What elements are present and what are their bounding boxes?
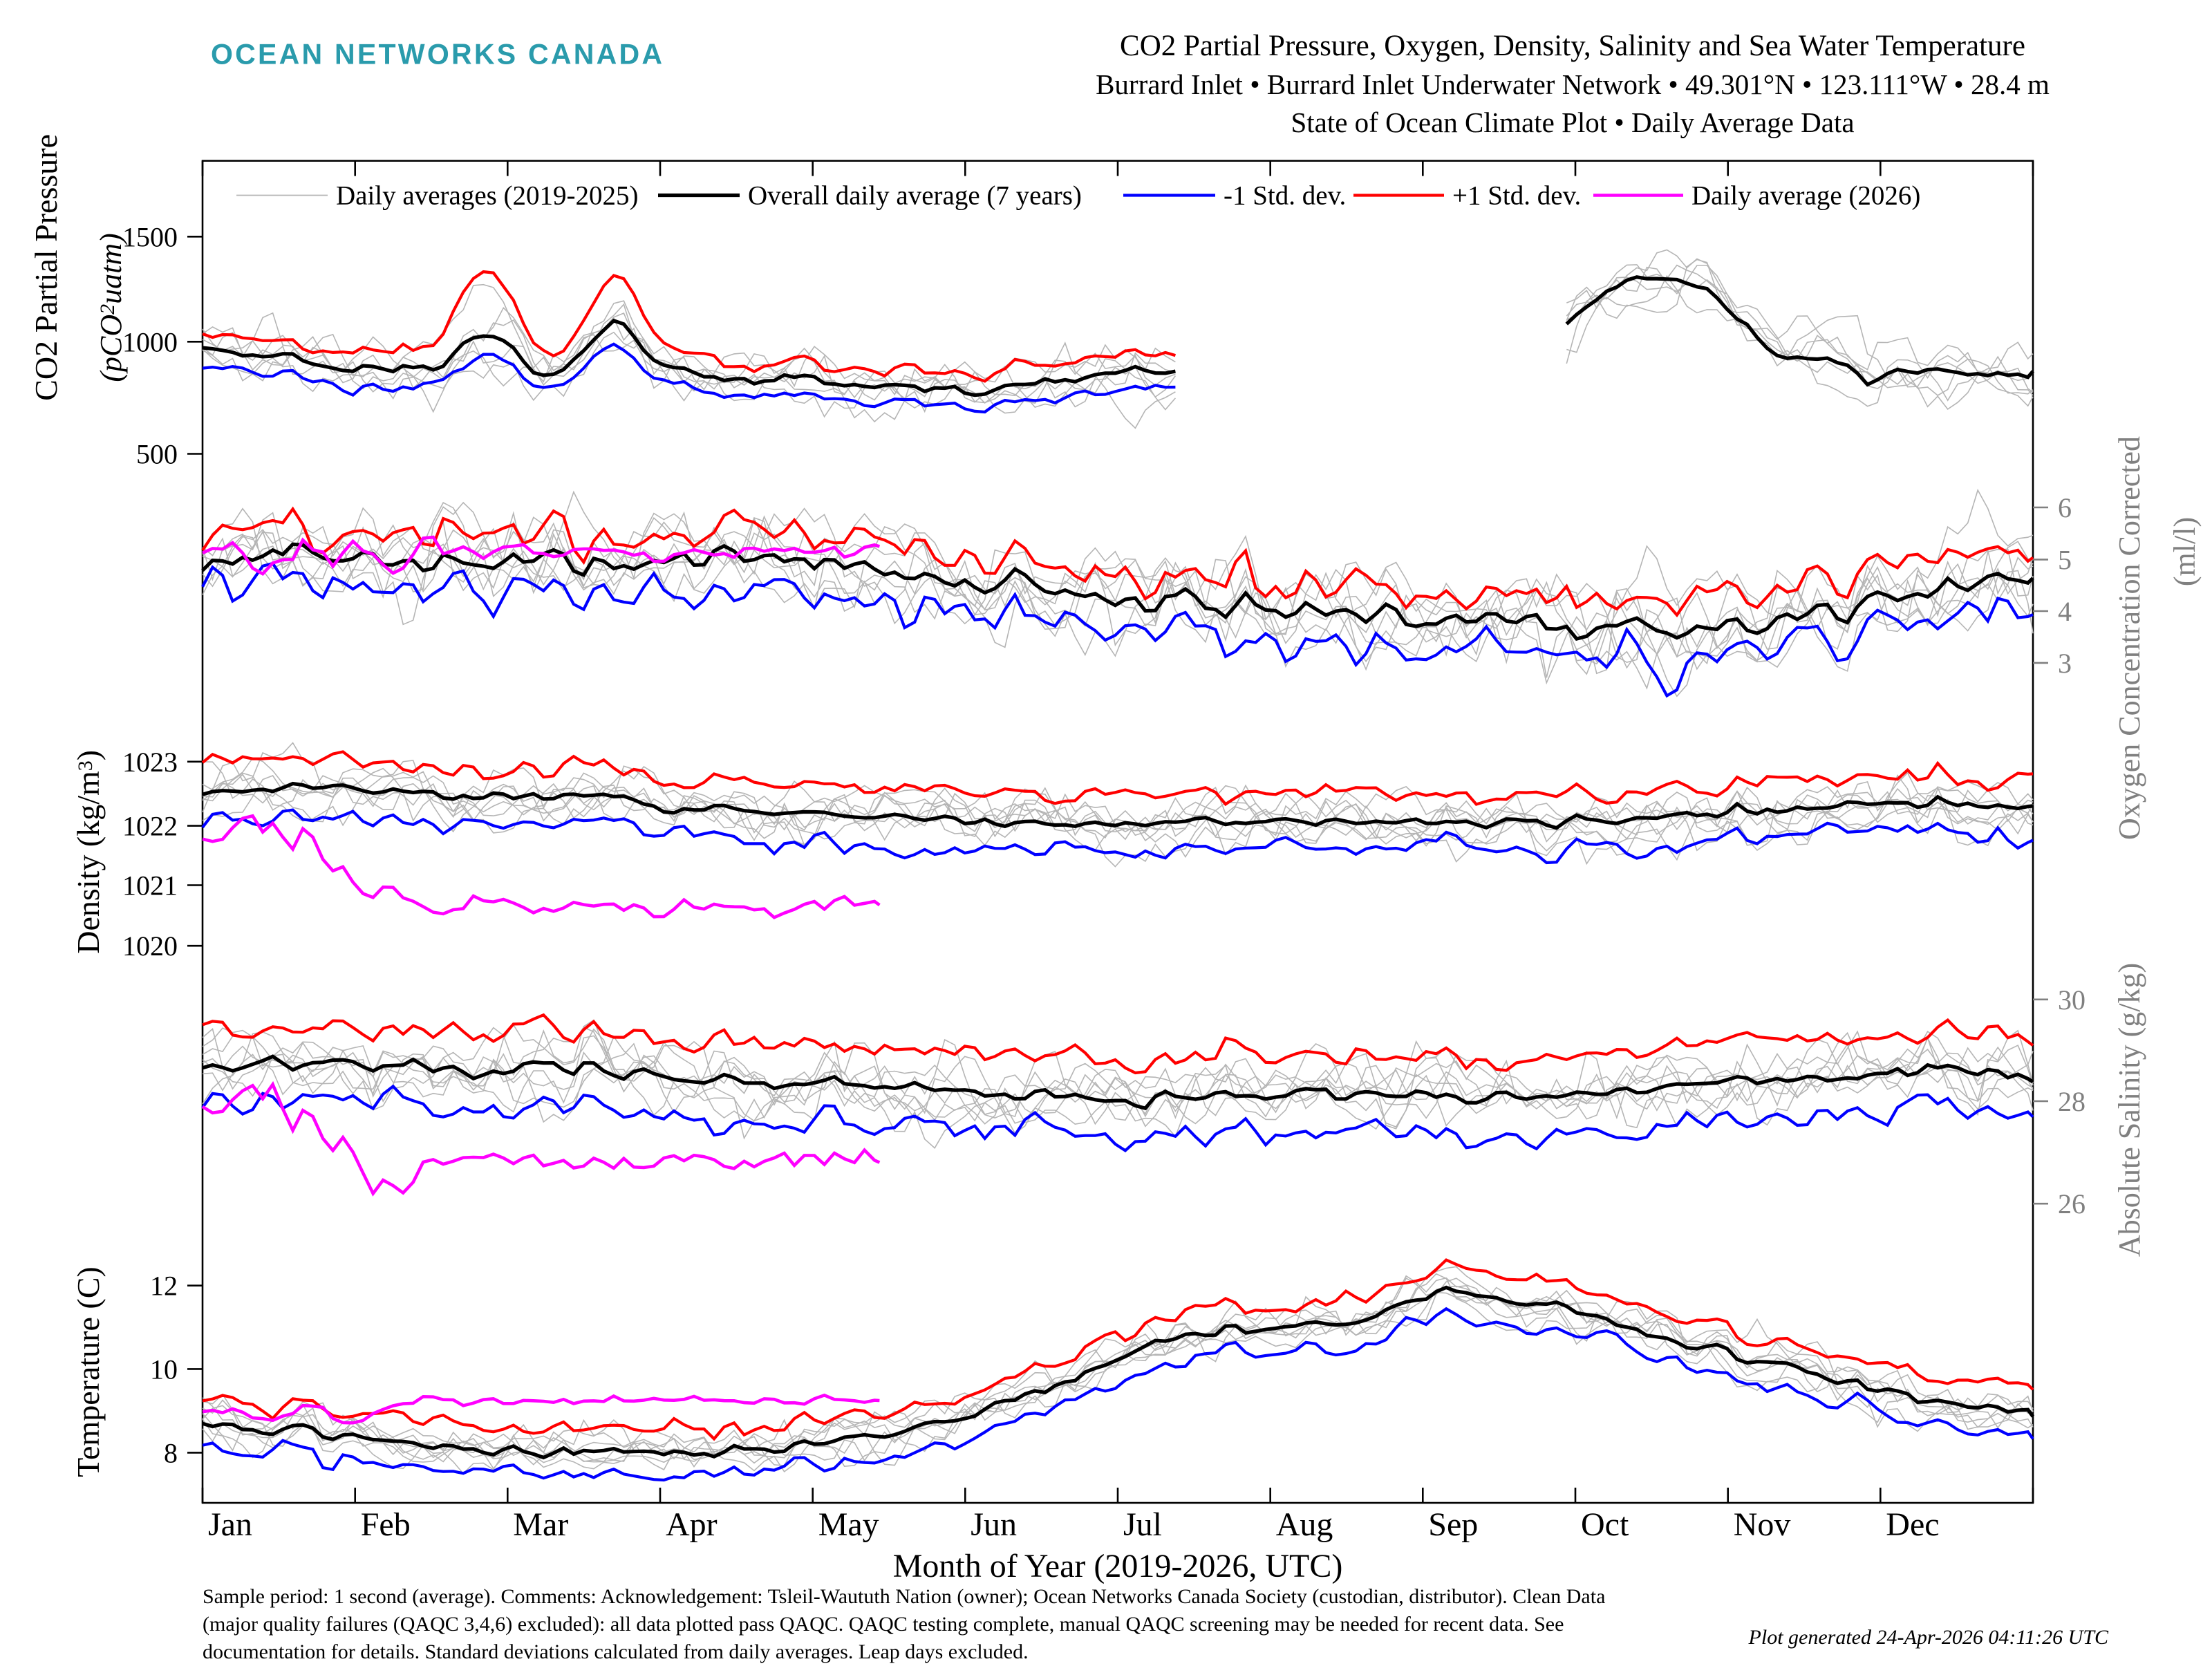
svg-text:4: 4 [2058, 596, 2072, 627]
svg-text:1022: 1022 [122, 811, 178, 842]
svg-text:5: 5 [2058, 544, 2072, 575]
svg-text:Jan: Jan [208, 1506, 252, 1543]
svg-text:Daily average (2026): Daily average (2026) [1691, 181, 1920, 211]
svg-text:Feb: Feb [361, 1506, 411, 1543]
svg-text:1020: 1020 [122, 930, 178, 962]
svg-text:Sep: Sep [1428, 1506, 1478, 1543]
svg-text:-1 Std. dev.: -1 Std. dev. [1224, 181, 1346, 211]
svg-text:Overall daily average (7 years: Overall daily average (7 years) [748, 181, 1082, 211]
svg-text:30: 30 [2058, 984, 2086, 1015]
svg-text:12: 12 [150, 1271, 178, 1302]
svg-text:8: 8 [164, 1437, 178, 1468]
svg-text:Absolute Salinity (g/kg): Absolute Salinity (g/kg) [2112, 963, 2146, 1257]
svg-text:500: 500 [136, 439, 178, 470]
svg-text:Temperature (C): Temperature (C) [71, 1266, 106, 1477]
svg-text:1023: 1023 [122, 747, 178, 778]
svg-text:Jun: Jun [971, 1506, 1017, 1543]
svg-text:Mar: Mar [513, 1506, 568, 1543]
svg-text:26: 26 [2058, 1188, 2086, 1219]
svg-text:Nov: Nov [1734, 1506, 1791, 1543]
svg-text:3: 3 [2058, 648, 2072, 679]
svg-text:6: 6 [2058, 492, 2072, 523]
svg-text:28: 28 [2058, 1086, 2086, 1117]
svg-text:Dec: Dec [1886, 1506, 1939, 1543]
svg-text:1500: 1500 [122, 221, 178, 252]
svg-text:Density (kg/m3): Density (kg/m3) [71, 750, 106, 954]
svg-text:Apr: Apr [666, 1506, 718, 1543]
svg-text:1000: 1000 [122, 326, 178, 357]
svg-text:1021: 1021 [122, 870, 178, 901]
svg-text:(ml/l): (ml/l) [2168, 517, 2202, 586]
svg-text:+1 Std. dev.: +1 Std. dev. [1452, 181, 1581, 211]
svg-text:May: May [818, 1506, 879, 1543]
svg-text:Aug: Aug [1276, 1506, 1333, 1543]
svg-text:Oxygen Concentration Corrected: Oxygen Concentration Corrected [2112, 436, 2146, 840]
svg-text:10: 10 [150, 1354, 178, 1385]
svg-text:Daily averages (2019-2025): Daily averages (2019-2025) [336, 181, 639, 211]
svg-text:Oct: Oct [1581, 1506, 1629, 1543]
svg-text:Jul: Jul [1123, 1506, 1162, 1543]
svg-text:CO2 Partial Pressure: CO2 Partial Pressure [28, 134, 64, 401]
